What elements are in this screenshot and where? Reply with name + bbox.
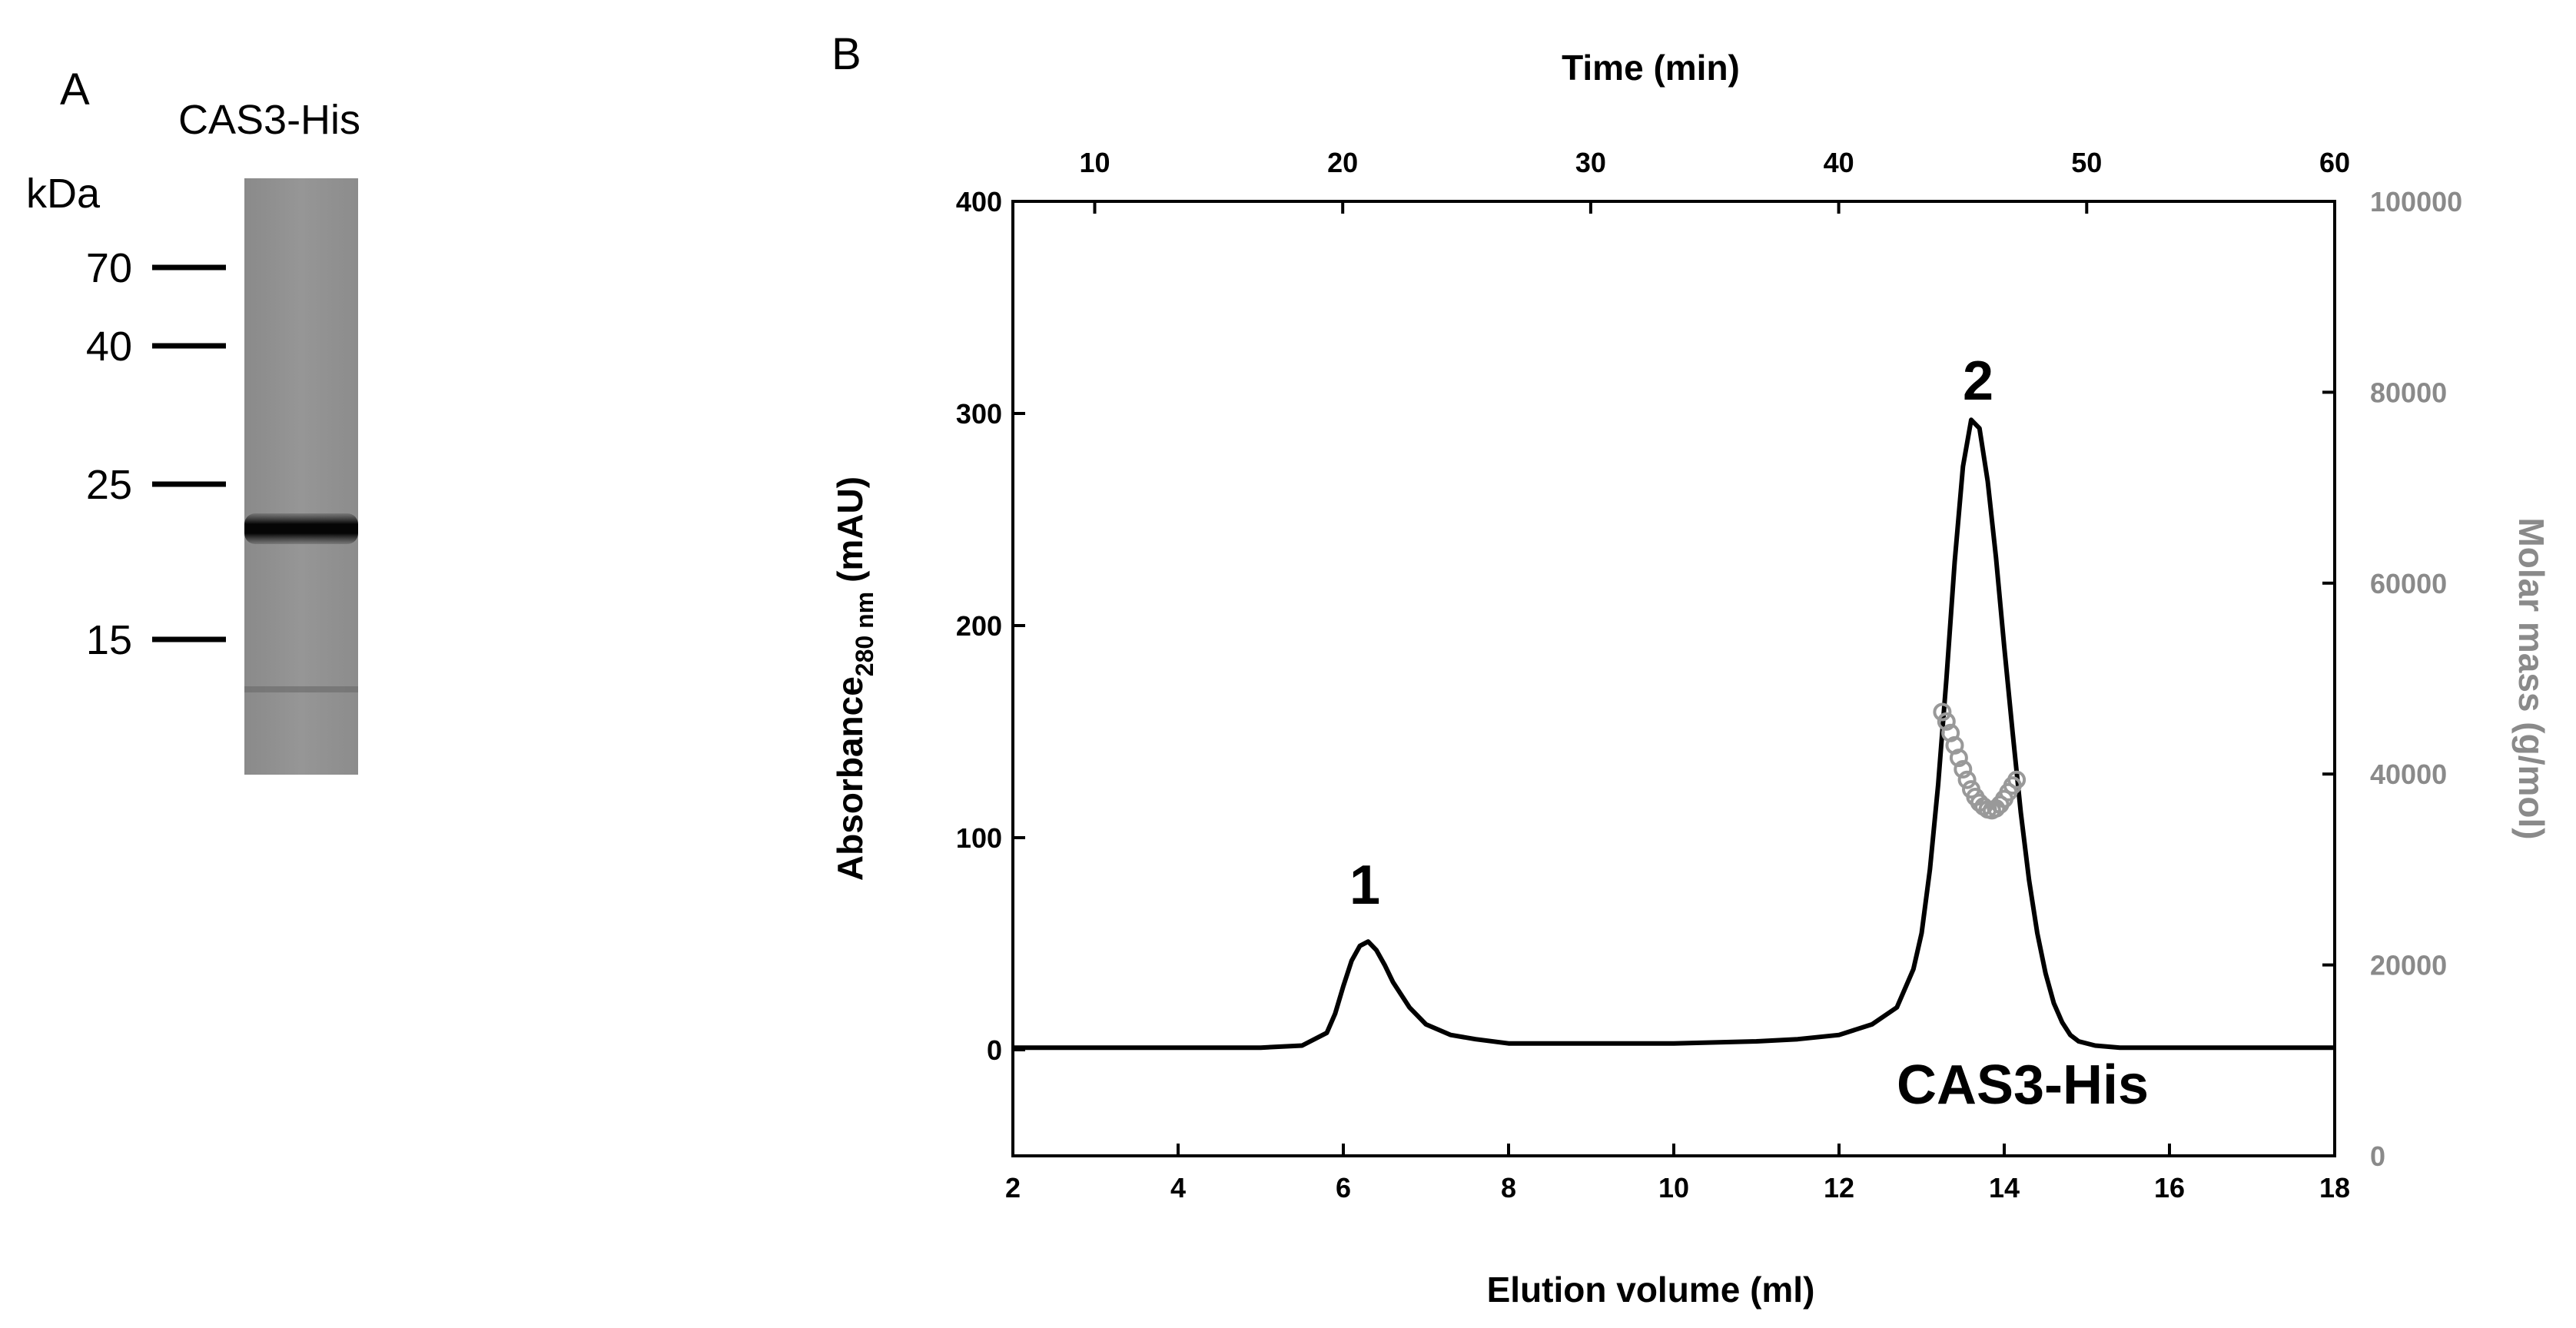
right-tick-label: 60000	[2370, 568, 2447, 599]
marker-15: 15	[86, 617, 226, 663]
top-tick-label: 20	[1327, 147, 1358, 178]
gel-kda-label: kDa	[26, 171, 101, 217]
y-tick-label: 300	[956, 398, 1002, 430]
y-axis-title: Absorbance280 nm (mAU)	[830, 476, 878, 881]
y-tick-label: 0	[987, 1034, 1002, 1066]
molar-mass-point	[1933, 702, 1952, 722]
top-axis-title: Time (min)	[1562, 48, 1740, 88]
peak-1-label: 1	[1349, 855, 1380, 916]
x-tick-label: 14	[1989, 1172, 2020, 1204]
y-axis-title-subscript: 280 nm	[851, 592, 878, 676]
gel-lane	[244, 178, 358, 775]
molar-mass-series	[1933, 702, 2027, 820]
top-tick-label: 40	[1824, 147, 1854, 178]
marker-70: 70	[86, 245, 226, 291]
right-axis-ticks: 0 20000 40000 60000 80000 100000	[2322, 186, 2462, 1172]
right-tick-label: 20000	[2370, 950, 2447, 981]
top-tick-label: 30	[1575, 147, 1606, 178]
marker-25: 25	[86, 462, 226, 508]
molar-mass-point	[1937, 712, 1956, 731]
peak-2-label: 2	[1963, 350, 1993, 412]
x-tick-label: 8	[1501, 1172, 1516, 1204]
species-label: CAS3-His	[1897, 1054, 2149, 1116]
y-tick-label: 200	[956, 610, 1002, 642]
panel-a-gel: A CAS3-His kDa 70 40 25 15	[26, 65, 360, 775]
molar-mass-point	[1954, 760, 1973, 779]
molar-mass-point	[1949, 749, 1968, 768]
right-tick-label: 100000	[2370, 186, 2462, 217]
x-tick-label: 10	[1658, 1172, 1689, 1204]
x-tick-label: 4	[1170, 1172, 1186, 1204]
gel-main-band	[244, 513, 358, 544]
x-tick-label: 12	[1824, 1172, 1854, 1204]
molar-mass-point	[1957, 770, 1977, 789]
x-tick-label: 2	[1005, 1172, 1021, 1204]
marker-label: 15	[86, 617, 132, 663]
right-tick-label: 40000	[2370, 759, 2447, 790]
molar-mass-point	[2007, 770, 2027, 789]
top-tick-label: 60	[2319, 147, 2350, 178]
x-tick-label: 18	[2319, 1172, 2350, 1204]
x-axis-title: Elution volume (ml)	[1487, 1270, 1815, 1310]
marker-label: 25	[86, 462, 132, 508]
plot-frame	[1011, 200, 2336, 1157]
absorbance-series-line	[1013, 417, 2335, 1051]
panel-b-letter: B	[832, 29, 861, 79]
panel-a-letter: A	[60, 65, 90, 115]
top-tick-label: 50	[2071, 147, 2102, 178]
bottom-axis-ticks: 2 4 6 8 10 12 14 16 18	[1005, 1144, 2350, 1204]
marker-40: 40	[86, 324, 226, 370]
y-axis-title-main: Absorbance	[830, 676, 870, 881]
x-tick-label: 16	[2154, 1172, 2185, 1204]
marker-label: 70	[86, 245, 132, 291]
y-tick-label: 100	[956, 822, 1002, 854]
right-tick-label: 0	[2370, 1140, 2385, 1172]
top-tick-label: 10	[1079, 147, 1110, 178]
x-tick-label: 6	[1336, 1172, 1351, 1204]
left-axis-ticks: 0 100 200 300 400	[956, 186, 1025, 1066]
gel-lane-label: CAS3-His	[178, 97, 360, 143]
right-tick-label: 80000	[2370, 377, 2447, 408]
marker-label: 40	[86, 324, 132, 370]
y-axis-title-unit: (mAU)	[830, 476, 870, 583]
right-axis-title: Molar mass (g/mol)	[2511, 517, 2551, 839]
y-tick-label: 400	[956, 186, 1002, 217]
gel-lane-faint-band	[244, 686, 358, 692]
top-axis-ticks: 10 20 30 40 50 60	[1079, 147, 2350, 214]
